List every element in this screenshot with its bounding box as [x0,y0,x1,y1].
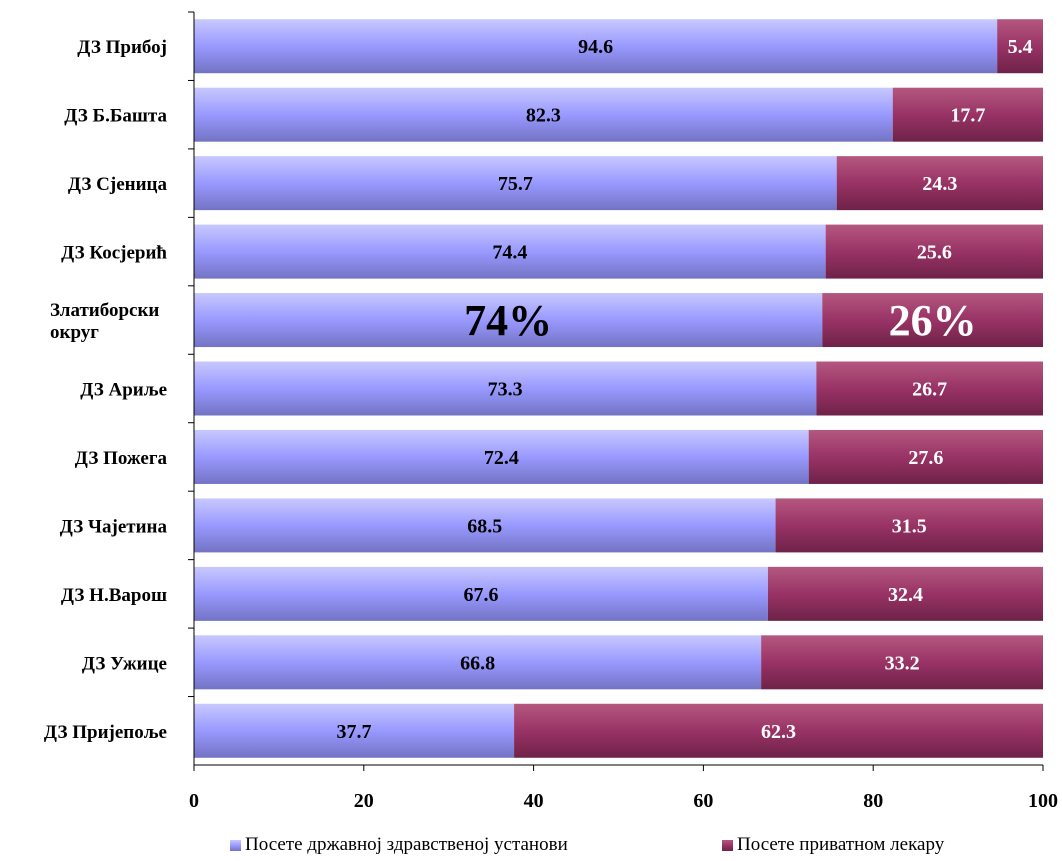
bar-private-6 [808,429,1043,484]
data-label-state-0: 94.6 [578,36,613,58]
category-label-8: ДЗ Н.Варош [61,585,167,606]
data-label-state-4: 74% [464,296,552,345]
category-label-6: ДЗ Пожега [75,448,168,469]
data-label-private-9: 33.2 [885,652,920,674]
data-label-private-6: 27.6 [908,447,943,469]
data-label-private-0: 5.4 [1008,36,1033,58]
bar-state-8 [194,566,768,621]
bar-private-10 [514,703,1043,758]
data-label-state-3: 74.4 [492,242,527,264]
bar-state-5 [194,361,817,416]
data-label-state-7: 68.5 [467,515,502,537]
legend-item-private: Посете приватном лекару [722,834,944,856]
category-label-10: ДЗ Пријепоље [44,722,167,743]
legend-swatch-private [722,839,733,851]
x-tick-label-1: 20 [354,790,374,812]
bar-state-9 [194,635,762,690]
category-label-7: ДЗ Чајетина [60,516,168,537]
bar-state-3 [194,224,826,279]
bar-private-7 [775,498,1043,553]
data-label-private-10: 62.3 [761,721,796,743]
x-tick-label-5: 100 [1028,790,1058,812]
data-label-state-5: 73.3 [488,379,523,401]
category-label-2: ДЗ Сјеница [68,174,168,195]
bar-state-7 [194,498,776,553]
data-label-state-9: 66.8 [460,652,495,674]
data-label-private-3: 25.6 [917,242,952,264]
bar-private-1 [892,87,1043,142]
data-label-state-8: 67.6 [463,584,498,606]
category-label-0: ДЗ Прибој [77,37,167,58]
bar-private-3 [825,224,1043,279]
chart-plot: ДЗ Прибој ДЗ Б.Башта ДЗ Сјеница ДЗ Косјерић… [44,11,1058,812]
bar-private-5 [816,361,1043,416]
bar-state-6 [194,429,809,484]
chart-legend: Посете државној здравственој установи По… [0,834,1062,860]
category-label-1: ДЗ Б.Башта [64,106,167,127]
data-label-private-1: 17.7 [950,105,985,127]
legend-item-state: Посете државној здравственој установи [230,834,568,856]
bar-state-4 [194,293,823,348]
x-tick-label-2: 40 [524,790,544,812]
bar-private-9 [761,635,1043,690]
data-label-private-5: 26.7 [912,379,947,401]
x-tick-label-4: 80 [863,790,883,812]
bar-state-2 [194,156,837,211]
legend-label-private: Посете приватном лекару [737,834,945,855]
category-label-4-line-0: Златиборски [50,300,159,321]
category-label-3: ДЗ Косјерић [61,243,167,264]
x-tick-label-3: 60 [693,790,713,812]
bar-state-1 [194,87,893,142]
data-label-private-8: 32.4 [888,584,923,606]
bar-private-8 [767,566,1043,621]
bar-private-2 [836,156,1043,211]
legend-label-state: Посете државној здравственој установи [245,834,568,855]
data-label-state-6: 72.4 [484,447,519,469]
data-label-state-10: 37.7 [337,721,372,743]
category-label-9: ДЗ Ужице [82,653,167,674]
data-label-state-2: 75.7 [498,173,533,195]
category-label-4-line-1: округ [50,322,99,343]
bar-private-4 [822,293,1043,348]
data-label-state-1: 82.3 [526,105,561,127]
bar-private-0 [997,19,1043,74]
data-label-private-4: 26% [889,296,977,345]
data-label-private-7: 31.5 [892,515,927,537]
x-tick-label-0: 0 [189,790,199,812]
legend-swatch-state [230,839,241,851]
category-label-5: ДЗ Ариље [80,380,167,401]
data-label-private-2: 24.3 [922,173,957,195]
bar-state-0 [194,19,998,74]
bar-state-10 [194,703,515,758]
